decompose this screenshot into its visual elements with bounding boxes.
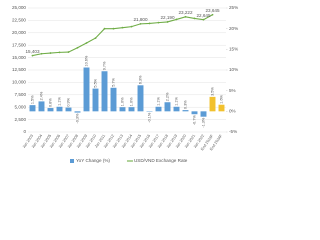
bar-value-label: 2.2% [166,92,170,101]
line-value-label: 15,403 [25,49,39,54]
line-value-label: 21,800 [133,17,147,22]
line-value-label: 23,645 [205,8,219,13]
y-tick-label: 15,000 [12,55,26,60]
y-tick-label: 20,000 [12,30,26,35]
line-point [121,26,124,29]
line-point [175,18,178,21]
y-tick-label: 22,500 [12,18,26,23]
line-point [31,54,34,57]
bar-value-label: 1.1% [157,97,161,106]
y2-tick-label: 5% [229,88,236,93]
line-value-label: 22,190 [160,15,174,20]
line-point [58,51,61,54]
bar-value-label: 6.3% [139,75,143,84]
bar-value-label: 3.5% [211,87,215,96]
line-point [49,52,52,54]
bar-value-label: 0.3% [184,100,188,109]
bar [128,107,135,112]
bar [164,102,171,112]
bar [65,107,72,112]
bar-value-label: 5.7% [112,77,116,86]
y-tick-label: 25,000 [12,5,26,10]
y2-tick-label: -5% [229,129,237,134]
line-point [148,22,151,25]
bar [182,110,189,112]
line [32,14,213,57]
bar-value-label: 5.5% [94,78,98,87]
bar-value-label: 1.6% [220,94,224,103]
bar [29,105,36,112]
y-tick-label: 10,000 [12,80,26,85]
bar-value-label: 1.0% [121,97,125,106]
line-point [130,25,133,28]
bar-value-label: 2.4% [40,91,44,100]
bar [56,106,63,112]
line-point [193,17,196,20]
y2-tick-label: 25% [229,5,238,10]
bar-value-label: 9.7% [103,61,107,70]
bar [209,96,216,112]
line-point [40,52,43,55]
bar [119,107,126,112]
y2-tick-label: 0% [229,109,236,114]
line-value-label: 22,645 [196,13,210,18]
bar [110,87,117,112]
bar-value-label: 1.1% [58,97,62,106]
page: {"chart_data": {"type": "bar-line", "cat… [11,5,239,164]
bar-value-label: -0.1% [148,112,152,123]
line-point [184,15,187,18]
line-point [67,51,70,53]
chart: 0 2,500 5,000 7,500 10,000 12,500 15,000 17,500… [12,5,238,163]
bar-value-label: 10.6% [85,55,89,66]
line-point [211,13,214,16]
line-point [94,37,97,39]
legend-swatch [70,159,74,163]
line-point [166,21,169,23]
bar [137,85,144,112]
bar [101,71,108,112]
bar-value-label: 1.1% [175,97,179,106]
line-value-label: 23,222 [178,10,192,15]
bar [218,104,225,112]
bar [155,106,162,112]
line-point [76,46,79,49]
bar-value-label: -0.7% [193,115,197,126]
bar-value-label: -0.3% [76,113,80,124]
y-tick-label: 2,500 [15,117,27,122]
y2-tick-label: 15% [229,47,238,52]
bar-value-label: -1.3% [202,117,206,128]
y-tick-label: 5,000 [15,104,27,109]
bar-value-label: 1.0% [130,97,134,106]
bar-value-label: 1.5% [31,95,35,104]
line-point [85,42,88,44]
bar [38,101,45,112]
legend-label: YoY Change (%) [76,158,110,163]
y2-tick-label: 20% [229,26,238,31]
bar-value-label: 0.8% [49,98,53,107]
line-point [139,22,142,25]
bar [92,88,99,112]
y-tick-label: 0 [23,129,26,134]
y-tick-label: 12,500 [12,67,26,72]
bar [191,111,198,115]
bar [74,111,81,113]
bar [200,111,207,117]
bar [173,106,180,112]
y-tick-label: 17,500 [12,42,26,47]
bar-value-label: 0.9% [67,97,71,106]
bar [83,67,90,112]
y2-tick-label: 10% [229,67,238,72]
line-point [103,27,106,30]
line-point [157,21,160,24]
legend-label: USD/VND Exchange Rate [134,158,188,163]
line-point [202,18,205,21]
bar [47,108,54,112]
line-point [112,27,115,30]
y-tick-label: 7,500 [15,92,27,97]
